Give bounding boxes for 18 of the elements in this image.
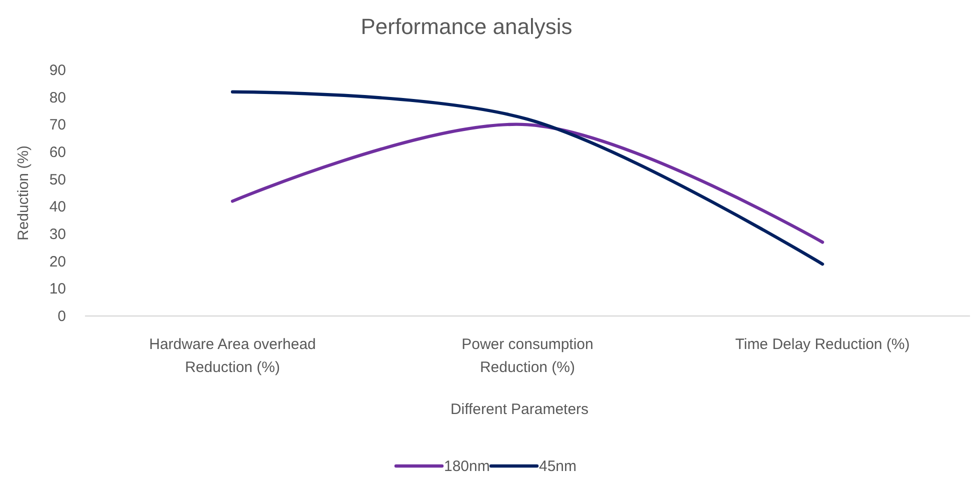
y-tick-label: 20 — [49, 253, 66, 270]
y-tick-label: 90 — [49, 62, 66, 79]
y-axis-title: Reduction (%) — [15, 145, 32, 241]
chart-title: Performance analysis — [360, 14, 572, 39]
x-tick-label: Power consumption Reduction (%) — [462, 336, 594, 376]
y-tick-label: 70 — [49, 116, 66, 134]
y-tick-label: 60 — [49, 144, 66, 161]
x-tick-label: Time Delay Reduction (%) — [735, 336, 910, 353]
y-tick-label: 40 — [49, 198, 66, 216]
y-tick-label: 50 — [49, 171, 66, 188]
y-tick-label: 0 — [58, 308, 66, 325]
legend-label: 180nm — [444, 458, 490, 475]
legend-label: 45nm — [539, 458, 577, 475]
x-tick-label: Hardware Area overhead Reduction (%) — [149, 336, 316, 376]
x-axis-title: Different Parameters — [450, 401, 589, 418]
y-tick-label: 10 — [49, 280, 66, 298]
y-tick-label: 80 — [49, 89, 66, 106]
y-tick-label: 30 — [49, 226, 66, 243]
